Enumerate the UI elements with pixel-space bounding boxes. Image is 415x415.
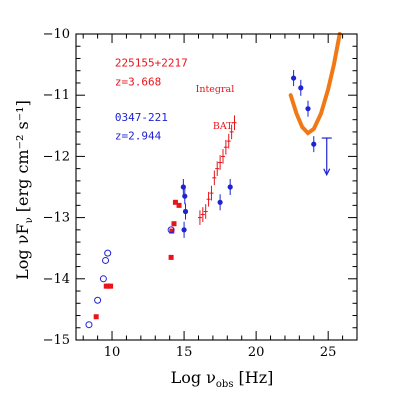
data-point-filled-circle	[290, 75, 297, 81]
data-point-filled-circle	[227, 184, 233, 190]
data-point-filled-circle	[305, 106, 311, 112]
x-axis-title: Log νobs [Hz]	[171, 368, 274, 390]
data-point-filled-circle	[217, 199, 223, 205]
tick-labels-layer: 10 15 20 25 −15 −14 −13 −12 −11 −10	[43, 27, 337, 360]
data-point-filled-circle	[298, 85, 304, 91]
y-tick-label: −11	[43, 88, 70, 103]
data-point-square	[93, 314, 99, 320]
data-point-filled-circle	[181, 227, 187, 233]
x-axis-title-prefix: Log ν	[171, 368, 216, 387]
data-point-square	[108, 283, 114, 289]
y-tick-label: −10	[43, 27, 70, 42]
x-tick-label: 10	[104, 345, 121, 360]
y-tick-label: −14	[43, 272, 70, 287]
annotation-label: z=3.668	[115, 75, 161, 88]
data-point-filled-circle	[311, 141, 317, 147]
y-axis-title-sub: ν	[24, 217, 35, 223]
data-point-open-circle	[167, 226, 175, 234]
data-point-open-circle	[104, 249, 112, 257]
data-point-open-circle	[94, 296, 102, 304]
sensitivity-curve	[288, 32, 342, 136]
y-axis-title-suffix: [erg cm⁻² s⁻¹]	[13, 100, 32, 217]
annotation-label: 225155+2217	[115, 56, 188, 69]
x-tick-label: 25	[320, 345, 337, 360]
x-axis-title-suffix: [Hz]	[233, 368, 273, 387]
y-tick-label: −13	[43, 211, 70, 226]
x-axis-title-sub: obs	[216, 379, 234, 390]
data-point-open-circle	[85, 321, 93, 329]
y-axis-title: Log νFν [erg cm⁻² s⁻¹]	[13, 100, 35, 280]
curves-layer	[288, 32, 342, 136]
annotation-label: z=2.944	[115, 129, 162, 142]
y-axis-title-prefix: Log νF	[13, 223, 32, 279]
data-layer	[85, 70, 332, 329]
data-point-filled-circle	[182, 193, 188, 199]
data-point-open-circle	[99, 275, 107, 283]
data-point-open-circle	[102, 256, 110, 264]
annotation-label: Integral	[196, 84, 235, 95]
ticks-layer	[76, 33, 358, 341]
annotations-layer: 225155+2217 z=3.668 0347-221 z=2.944 Integra…	[115, 56, 234, 142]
data-point-square	[171, 221, 177, 227]
annotation-label: BAT	[213, 121, 233, 132]
data-point-filled-circle	[182, 208, 189, 215]
plot-frame	[75, 33, 358, 341]
data-point-square	[169, 228, 175, 234]
x-tick-label: 15	[176, 345, 193, 360]
upper-limit-arrowhead	[323, 168, 331, 177]
x-tick-label: 20	[248, 345, 265, 360]
annotation-label: 0347-221	[115, 111, 168, 124]
y-tick-label: −12	[43, 149, 70, 164]
data-point-square	[172, 199, 178, 205]
data-point-square	[168, 254, 174, 260]
y-tick-label: −15	[43, 333, 70, 348]
data-point-square	[176, 202, 182, 208]
